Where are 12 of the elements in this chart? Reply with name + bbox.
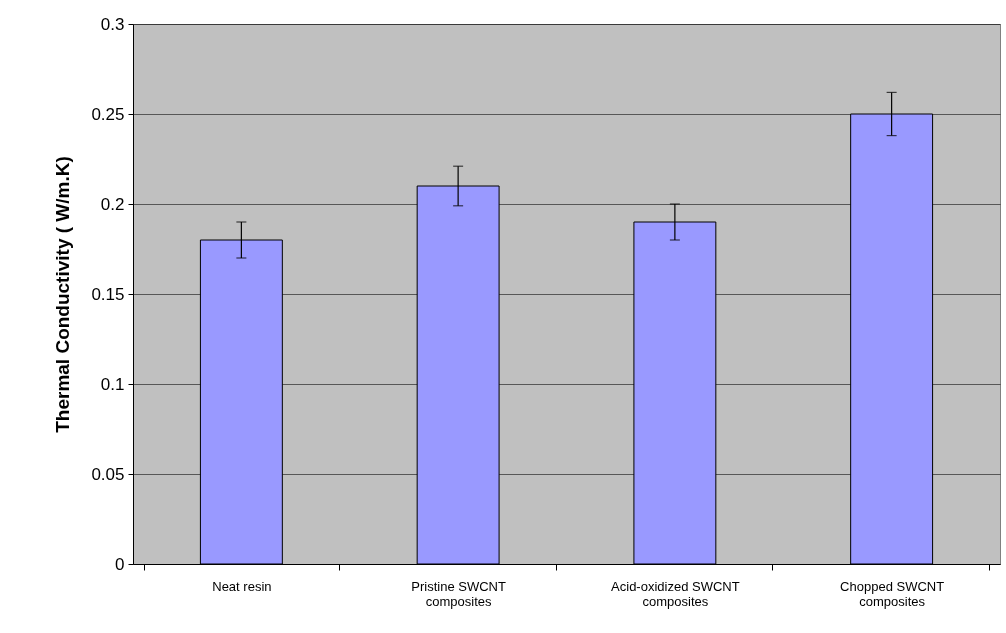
y-tick-label: 0 <box>115 554 125 574</box>
x-tick-label: Acid-oxidized SWCNT composites <box>611 578 740 609</box>
x-tick-label: Chopped SWCNT composites <box>840 578 945 609</box>
x-tick-label: Pristine SWCNT composites <box>411 578 506 609</box>
x-tick-label: Neat resin <box>212 578 272 594</box>
y-tick-label: 0.1 <box>100 374 125 394</box>
y-tick-label: 0.25 <box>91 104 125 124</box>
y-tick-label: 0.2 <box>100 194 125 214</box>
y-tick-label: 0.15 <box>91 284 125 304</box>
y-axis-title: Thermal Conductivity ( W/m.K) <box>52 156 74 433</box>
y-tick-label: 0.05 <box>91 464 125 484</box>
y-tick-label: 0.3 <box>100 14 125 34</box>
